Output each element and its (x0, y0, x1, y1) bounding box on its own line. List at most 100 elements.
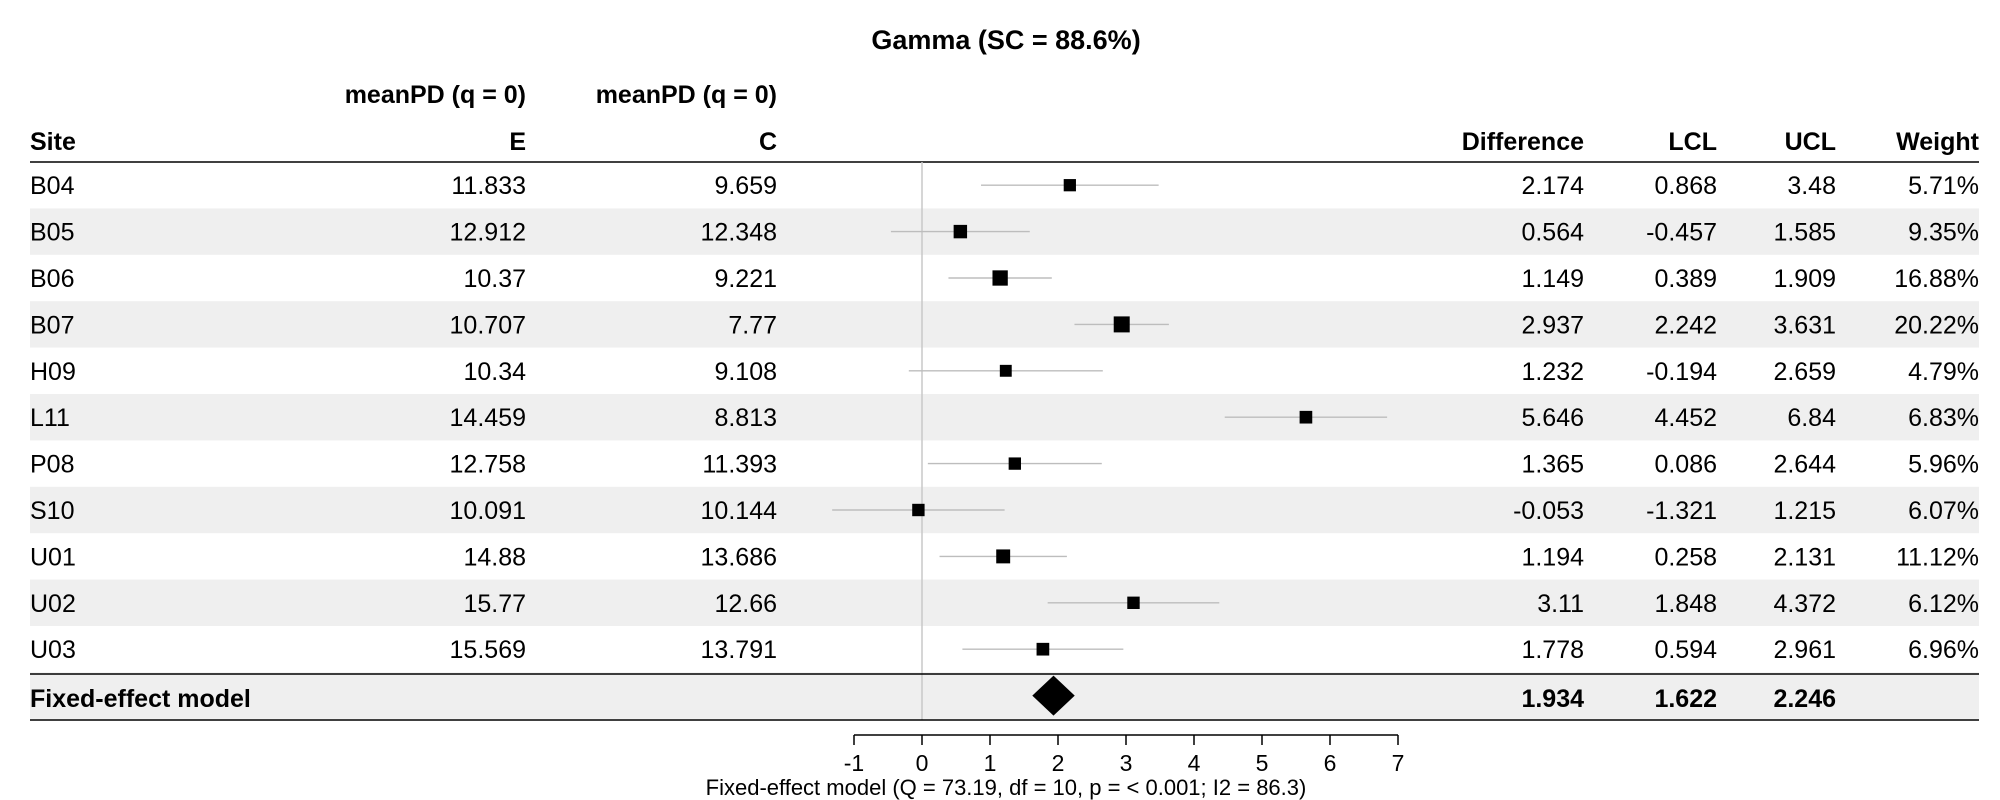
mean-c-value: 13.791 (701, 636, 777, 664)
weight-value: 6.96% (1908, 636, 1979, 664)
point-estimate (1299, 410, 1313, 424)
ucl-value: 3.631 (1773, 311, 1836, 339)
weight-value: 6.12% (1908, 590, 1979, 618)
summary-difference: 1.934 (1521, 685, 1584, 713)
lcl-value: -0.194 (1646, 358, 1717, 386)
table-row: P08 12.758 11.393 1.365 0.086 2.644 5.96% (30, 451, 1979, 479)
x-tick-label: 0 (916, 750, 929, 776)
site-label: H09 (30, 358, 76, 386)
row-stripe (30, 394, 1979, 441)
mean-c-value: 8.813 (714, 404, 777, 432)
summary-ucl: 2.246 (1773, 685, 1836, 713)
group-header-e: meanPD (q = 0) (345, 81, 526, 109)
column-header-site: Site (30, 128, 76, 156)
difference-value: 1.365 (1521, 451, 1584, 479)
ucl-value: 3.48 (1787, 172, 1836, 200)
weight-value: 4.79% (1908, 358, 1979, 386)
summary-label: Fixed-effect model (30, 685, 251, 713)
difference-value: 2.174 (1521, 172, 1584, 200)
row-stripes (30, 208, 1979, 719)
x-axis: -1 0 1 2 3 4 5 6 7 (844, 734, 1405, 776)
ucl-value: 2.659 (1773, 358, 1836, 386)
point-estimate (1008, 457, 1021, 470)
footer-note: Fixed-effect model (Q = 73.19, df = 10, … (706, 775, 1307, 800)
table-row: S10 10.091 10.144 -0.053 -1.321 1.215 6.07% (30, 497, 1979, 525)
site-label: U02 (30, 590, 76, 618)
weight-value: 6.07% (1908, 497, 1979, 525)
mean-c-value: 11.393 (702, 451, 777, 479)
x-tick-label: 2 (1052, 750, 1065, 776)
ucl-value: 1.585 (1773, 219, 1836, 247)
table-row: U01 14.88 13.686 1.194 0.258 2.131 11.12% (30, 543, 1979, 571)
lcl-value: 0.389 (1654, 265, 1717, 293)
mean-c-value: 7.77 (728, 311, 777, 339)
x-tick-label: 1 (984, 750, 997, 776)
weight-value: 16.88% (1894, 265, 1979, 293)
point-estimate (912, 503, 925, 517)
mean-e-value: 11.833 (451, 172, 526, 200)
weight-value: 6.83% (1908, 404, 1979, 432)
table-row: U03 15.569 13.791 1.778 0.594 2.961 6.96% (30, 636, 1979, 664)
difference-value: 5.646 (1521, 404, 1584, 432)
difference-value: -0.053 (1513, 497, 1584, 525)
column-header-ucl: UCL (1785, 128, 1836, 156)
difference-value: 0.564 (1521, 219, 1584, 247)
difference-value: 1.778 (1521, 636, 1584, 664)
point-estimate (996, 549, 1011, 564)
lcl-value: -0.457 (1646, 219, 1717, 247)
column-header-difference: Difference (1462, 128, 1584, 156)
lcl-value: 0.594 (1654, 636, 1717, 664)
site-label: B07 (30, 311, 74, 339)
mean-e-value: 10.34 (463, 358, 526, 386)
site-label: U01 (30, 543, 76, 571)
point-estimate (992, 270, 1008, 286)
x-tick-label: 3 (1120, 750, 1133, 776)
site-label: L11 (30, 404, 70, 432)
lcl-value: 2.242 (1654, 311, 1717, 339)
mean-e-value: 14.88 (463, 543, 526, 571)
table-row: U02 15.77 12.66 3.11 1.848 4.372 6.12% (30, 590, 1979, 618)
mean-c-value: 12.66 (714, 590, 777, 618)
point-estimate (953, 224, 968, 239)
lcl-value: 1.848 (1654, 590, 1717, 618)
mean-e-value: 15.77 (463, 590, 526, 618)
difference-value: 1.149 (1521, 265, 1584, 293)
summary-row: Fixed-effect model 1.934 1.622 2.246 (30, 673, 1979, 721)
x-tick-label: 5 (1256, 750, 1269, 776)
point-estimate (1036, 642, 1050, 656)
summary-lcl: 1.622 (1654, 685, 1717, 713)
lcl-value: 0.258 (1654, 543, 1717, 571)
site-label: B04 (30, 172, 75, 200)
lcl-value: -1.321 (1646, 497, 1717, 525)
mean-c-value: 10.144 (701, 497, 778, 525)
row-stripe (30, 301, 1979, 348)
table-row: B04 11.833 9.659 2.174 0.868 3.48 5.71% (30, 172, 1979, 200)
difference-value: 3.11 (1537, 590, 1584, 618)
site-label: B05 (30, 219, 74, 247)
mean-e-value: 12.912 (450, 219, 526, 247)
table-row: H09 10.34 9.108 1.232 -0.194 2.659 4.79% (30, 358, 1979, 386)
table-row: B07 10.707 7.77 2.937 2.242 3.631 20.22% (30, 311, 1979, 339)
site-label: P08 (30, 451, 74, 479)
mean-c-value: 12.348 (701, 219, 777, 247)
difference-value: 1.194 (1521, 543, 1584, 571)
site-label: U03 (30, 636, 76, 664)
lcl-value: 0.086 (1654, 451, 1717, 479)
site-label: B06 (30, 265, 74, 293)
point-estimate (1063, 179, 1076, 192)
x-tick-label: 6 (1324, 750, 1337, 776)
table-row: B06 10.37 9.221 1.149 0.389 1.909 16.88% (30, 265, 1979, 293)
table-row: B05 12.912 12.348 0.564 -0.457 1.585 9.35% (30, 219, 1979, 247)
mean-e-value: 10.707 (450, 311, 526, 339)
weight-value: 20.22% (1894, 311, 1979, 339)
mean-e-value: 10.091 (450, 497, 526, 525)
point-estimate (1127, 596, 1140, 610)
chart-title: Gamma (SC = 88.6%) (871, 25, 1140, 55)
ucl-value: 1.909 (1773, 265, 1836, 293)
x-tick-label: 7 (1392, 750, 1405, 776)
lcl-value: 4.452 (1654, 404, 1717, 432)
difference-value: 2.937 (1521, 311, 1584, 339)
mean-e-value: 10.37 (463, 265, 526, 293)
weight-value: 11.12% (1896, 543, 1979, 571)
